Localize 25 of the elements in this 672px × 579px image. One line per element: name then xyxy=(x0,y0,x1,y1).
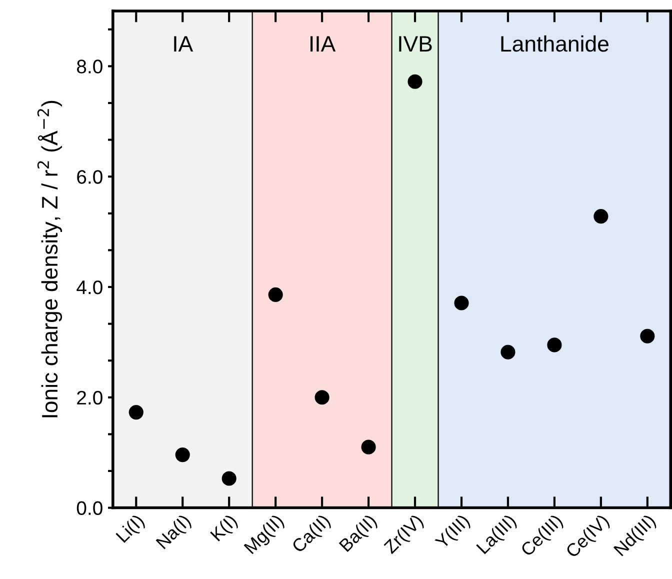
band-label: IIA xyxy=(310,36,336,52)
point xyxy=(408,74,422,89)
y-tick-label: 0.0 xyxy=(76,501,102,516)
point xyxy=(454,296,469,310)
point xyxy=(175,448,190,462)
x-tick-label: Y(III) xyxy=(434,513,473,552)
point xyxy=(361,440,376,454)
point xyxy=(268,287,283,302)
point xyxy=(128,405,144,420)
x-tick-label: Li(I) xyxy=(115,513,148,546)
point xyxy=(640,328,655,344)
band-label: IVB xyxy=(399,36,432,52)
y-tick-label: 8.0 xyxy=(76,60,102,74)
x-tick-label: K(I) xyxy=(210,513,240,544)
point xyxy=(314,390,330,405)
point xyxy=(500,344,516,360)
point xyxy=(222,471,236,486)
point xyxy=(547,338,562,352)
point xyxy=(594,209,608,224)
band-label: Lanthanide xyxy=(501,35,608,52)
y-tick-label: 4.0 xyxy=(76,280,102,294)
y-tick-label: 2.0 xyxy=(77,390,102,405)
band-label: IA xyxy=(174,36,194,52)
y-tick-label: 6.0 xyxy=(77,170,102,184)
y-axis-title: Ionic charge density, Z / r$^{2}$ (Å$^{−2}$) xyxy=(37,100,62,418)
